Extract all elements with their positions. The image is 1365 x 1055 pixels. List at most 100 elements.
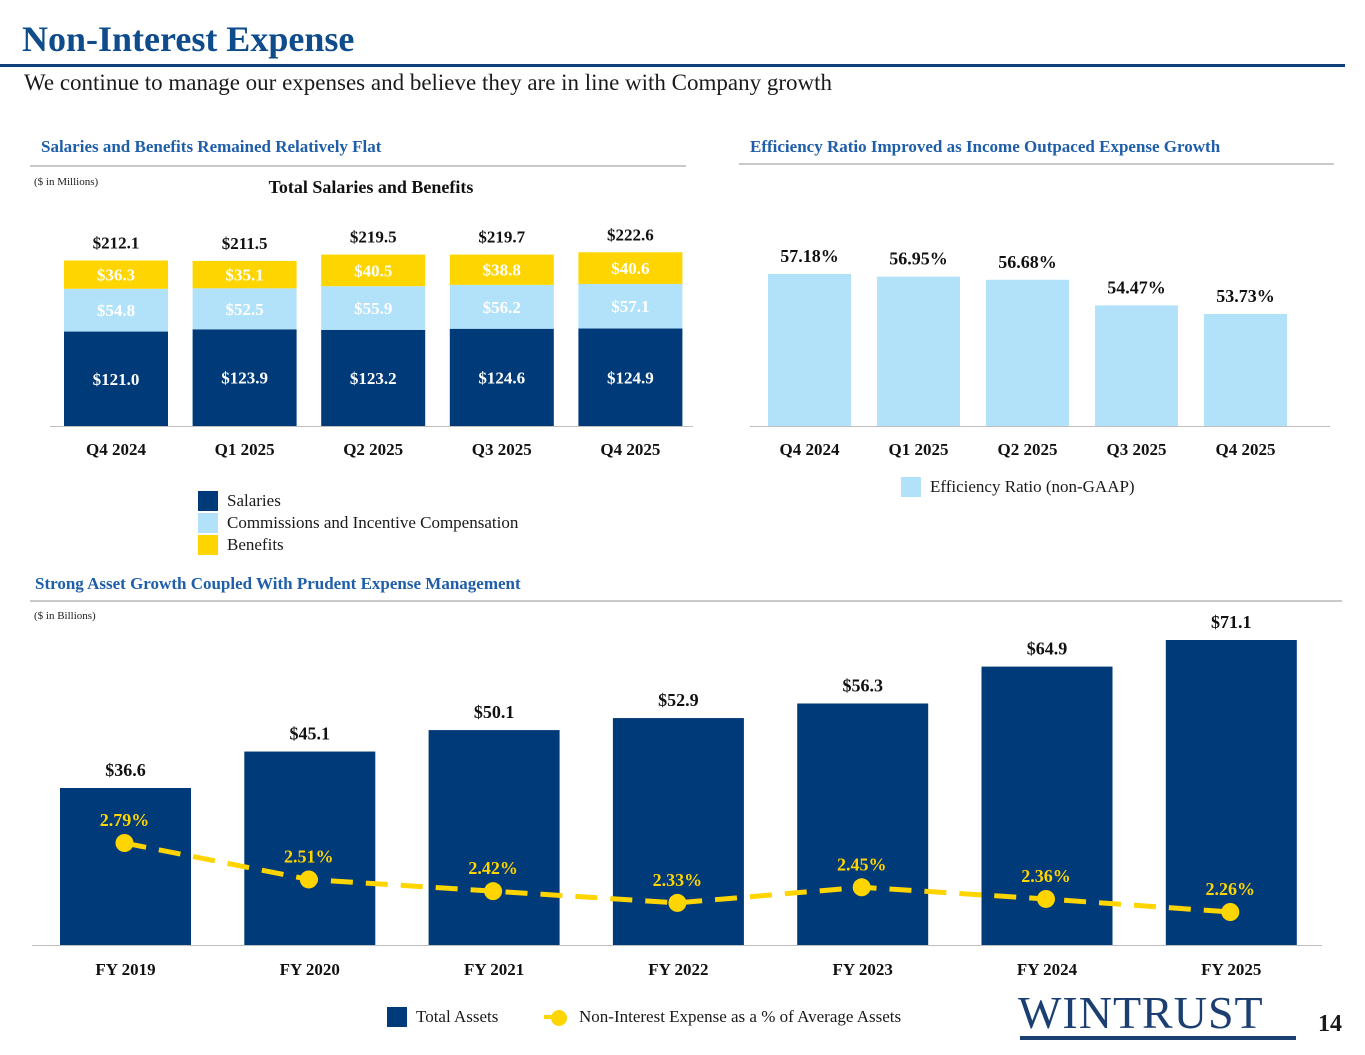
assets-section-rule: [30, 600, 1342, 602]
data-label-salaries-q1-2025: $123.9: [221, 369, 268, 388]
data-label-salaries-q3-2025: $124.6: [478, 368, 525, 387]
salaries-unit-note: ($ in Millions): [34, 176, 99, 188]
data-label-commissions-and-incentive-compensation-q2-2025: $55.9: [354, 299, 392, 318]
bar-total-assets-fy-2023: [797, 703, 929, 945]
bar-commissions-and-incentive-compensation-q4-2024: [64, 288, 168, 332]
point-non-interest-expense-ratio-fy-2021: [484, 882, 503, 901]
point-non-interest-expense-ratio-fy-2020: [299, 870, 318, 889]
bar-total-assets-fy-2019: [60, 787, 191, 945]
data-label-efficiency-q4-2025: 53.73%: [1216, 286, 1275, 306]
data-label-efficiency-q4-2024: 57.18%: [780, 246, 839, 266]
bar-salaries-q3-2025: [449, 328, 554, 426]
legend-label-benefits: Benefits: [227, 535, 284, 554]
x-tick-fy-2020: FY 2020: [280, 960, 340, 979]
page-title: Non-Interest Expense: [22, 19, 355, 59]
data-label-non-interest-expense-ratio-fy-2025: 2.26%: [1206, 879, 1256, 899]
data-label-efficiency-q3-2025: 54.47%: [1107, 277, 1166, 297]
efficiency-ratio-bar-chart: 57.18% Q4 2024 56.95% Q1 2025 56.68% Q2 2025 5…: [750, 246, 1330, 459]
data-label-benefits-q3-2025: $38.8: [483, 261, 521, 280]
legend-label-non-interest-expense-as-a-of-average-assets: Non-Interest Expense as a % of Average A…: [579, 1007, 902, 1026]
bar-commissions-and-incentive-compensation-q3-2025: [449, 284, 554, 329]
bar-commissions-and-incentive-compensation-q2-2025: [321, 286, 426, 330]
data-label-efficiency-q2-2025: 56.68%: [998, 252, 1057, 272]
bar-commissions-and-incentive-compensation-q1-2025: [192, 288, 297, 330]
data-label-non-interest-expense-ratio-fy-2020: 2.51%: [284, 846, 334, 866]
data-label-non-interest-expense-ratio-fy-2022: 2.33%: [653, 870, 703, 890]
salaries-section-heading: Salaries and Benefits Remained Relativel…: [41, 137, 382, 156]
legend-swatch-salaries: [198, 491, 218, 511]
total-label-q1-2025: $211.5: [222, 234, 268, 253]
total-label-q4-2025: $222.6: [607, 225, 654, 244]
page-subtitle: We continue to manage our expenses and b…: [24, 70, 833, 95]
data-label-commissions-and-incentive-compensation-q4-2024: $54.8: [97, 301, 135, 320]
logo-wordmark: WINTRUST: [1018, 987, 1264, 1038]
wintrust-logo: WINTRUST: [1018, 987, 1298, 1040]
data-label-benefits-q4-2025: $40.6: [611, 259, 649, 278]
data-label-commissions-and-incentive-compensation-q4-2025: $57.1: [611, 297, 649, 316]
x-tick-q4-2025: Q4 2025: [1216, 440, 1276, 459]
salaries-section-rule: [30, 165, 686, 167]
data-label-salaries-q2-2025: $123.2: [350, 369, 397, 388]
legend-item-total-assets: Total Assets: [387, 1007, 498, 1027]
data-label-total-assets-fy-2022: $52.9: [658, 690, 699, 710]
data-label-benefits-q4-2024: $36.3: [97, 266, 135, 285]
legend-label-commissions-and-incentive-compensation: Commissions and Incentive Compensation: [227, 513, 519, 532]
legend-label-salaries: Salaries: [227, 491, 281, 510]
total-assets-combo-chart: $36.6 FY 2019 $45.1 FY 2020 $50.1 FY 2021 $52.…: [32, 612, 1322, 979]
point-non-interest-expense-ratio-fy-2024: [1037, 889, 1055, 908]
data-label-total-assets-fy-2023: $56.3: [842, 675, 883, 695]
assets-section-heading: Strong Asset Growth Coupled With Prudent…: [35, 574, 521, 593]
x-tick-q3-2025: Q3 2025: [1107, 440, 1167, 459]
data-label-non-interest-expense-ratio-fy-2023: 2.45%: [837, 854, 887, 874]
bar-salaries-q2-2025: [321, 329, 426, 426]
x-tick-q1-2025: Q1 2025: [215, 440, 275, 459]
bar-efficiency-q4-2025: [1204, 314, 1287, 426]
page-number: 14: [1318, 1011, 1342, 1037]
efficiency-section-rule: [739, 163, 1334, 165]
data-label-salaries-q4-2025: $124.9: [607, 368, 654, 387]
bar-salaries-q4-2025: [578, 328, 683, 426]
point-non-interest-expense-ratio-fy-2019: [115, 834, 134, 852]
x-tick-q4-2024: Q4 2024: [780, 440, 840, 459]
x-tick-q4-2024: Q4 2024: [86, 440, 146, 459]
point-non-interest-expense-ratio-fy-2022: [668, 893, 687, 912]
data-label-total-assets-fy-2020: $45.1: [290, 724, 331, 744]
data-label-total-assets-fy-2025: $71.1: [1211, 612, 1252, 632]
data-label-total-assets-fy-2019: $36.6: [105, 760, 146, 780]
x-tick-q2-2025: Q2 2025: [998, 440, 1058, 459]
bar-total-assets-fy-2025: [1165, 640, 1297, 945]
bar-benefits-q4-2025: [578, 252, 683, 284]
x-tick-q2-2025: Q2 2025: [343, 440, 403, 459]
efficiency-section-heading: Efficiency Ratio Improved as Income Outp…: [750, 137, 1221, 156]
assets-unit-note: ($ in Billions): [34, 610, 96, 622]
x-tick-q1-2025: Q1 2025: [889, 440, 949, 459]
x-tick-fy-2023: FY 2023: [833, 960, 893, 979]
legend-item-salaries: Salaries: [198, 491, 281, 511]
data-label-commissions-and-incentive-compensation-q1-2025: $52.5: [225, 300, 263, 319]
total-label-q4-2024: $212.1: [93, 233, 140, 252]
data-label-commissions-and-incentive-compensation-q3-2025: $56.2: [483, 298, 521, 317]
bar-efficiency-q1-2025: [877, 276, 960, 426]
legend-item-efficiency-ratio-non-gaap: Efficiency Ratio (non-GAAP): [901, 477, 1135, 497]
legend-swatch-commissions-and-incentive-compensation: [198, 513, 218, 533]
bar-benefits-q1-2025: [192, 260, 297, 289]
x-tick-q4-2025: Q4 2025: [600, 440, 660, 459]
logo-underline: [1020, 1036, 1296, 1040]
data-label-non-interest-expense-ratio-fy-2024: 2.36%: [1021, 866, 1071, 886]
legend-label-efficiency-ratio-non-gaap: Efficiency Ratio (non-GAAP): [930, 477, 1135, 496]
x-tick-fy-2019: FY 2019: [95, 960, 155, 979]
x-tick-fy-2024: FY 2024: [1017, 960, 1078, 979]
bar-efficiency-q4-2024: [768, 274, 851, 426]
data-label-benefits-q2-2025: $40.5: [354, 261, 392, 280]
x-tick-q3-2025: Q3 2025: [472, 440, 532, 459]
legend-label-total-assets: Total Assets: [416, 1007, 499, 1026]
legend-item-commissions-and-incentive-compensation: Commissions and Incentive Compensation: [198, 513, 518, 533]
bar-commissions-and-incentive-compensation-q4-2025: [578, 283, 683, 329]
bar-benefits-q4-2024: [64, 260, 168, 289]
bar-benefits-q3-2025: [449, 254, 554, 285]
legend-swatch-efficiency-ratio-non-gaap: [901, 477, 921, 497]
title-rule: [0, 64, 1345, 67]
bar-benefits-q2-2025: [321, 254, 426, 287]
x-tick-fy-2021: FY 2021: [464, 960, 524, 979]
chart-title: Total Salaries and Benefits: [269, 177, 474, 197]
